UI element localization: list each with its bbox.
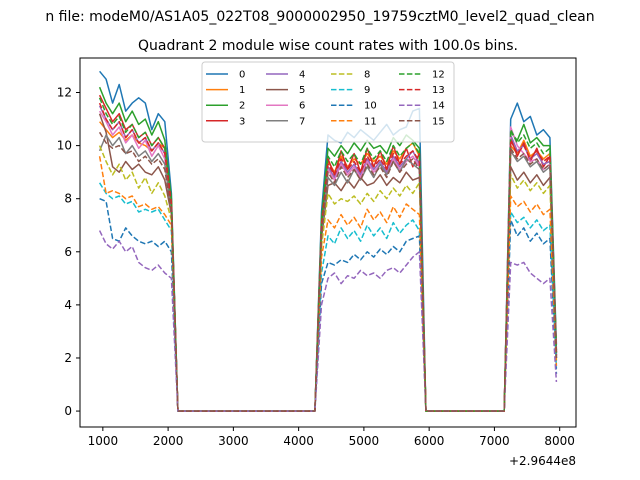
y-tick-label: 2: [64, 351, 72, 365]
y-tick-label: 8: [64, 192, 72, 206]
x-tick-label: 2000: [153, 434, 184, 448]
chart-title: Quadrant 2 module wise count rates with …: [138, 38, 518, 54]
legend-label-3: 3: [239, 116, 245, 127]
legend-label-12: 12: [432, 70, 445, 81]
x-tick-label: 4000: [283, 434, 314, 448]
legend-label-11: 11: [364, 116, 377, 127]
legend-frame: [201, 61, 455, 143]
plot-frame: [79, 57, 577, 428]
y-tick-label: 0: [64, 404, 72, 418]
legend-label-0: 0: [239, 70, 245, 81]
x-tick-label: 5000: [349, 434, 380, 448]
y-tick-label: 10: [57, 139, 72, 153]
legend-label-14: 14: [432, 101, 445, 112]
legend-label-5: 5: [299, 85, 305, 96]
x-tick-label: 6000: [414, 434, 445, 448]
legend-label-1: 1: [239, 85, 245, 96]
y-tick-label: 6: [64, 245, 72, 259]
legend-label-9: 9: [364, 85, 370, 96]
legend-label-13: 13: [432, 85, 445, 96]
x-axis-offset-label: +2.9644e8: [509, 454, 576, 468]
y-tick-label: 4: [64, 298, 72, 312]
x-tick-label: 3000: [218, 434, 249, 448]
legend-label-8: 8: [364, 70, 370, 81]
legend-label-7: 7: [299, 116, 305, 127]
legend-label-6: 6: [299, 101, 305, 112]
legend-label-2: 2: [239, 101, 245, 112]
series-line-15: [98, 131, 558, 412]
x-tick-label: 8000: [544, 434, 575, 448]
y-tick-label: 12: [57, 86, 72, 100]
x-tick-label: 1000: [88, 434, 119, 448]
x-axis: 1000 2000 3000 4000 5000 6000 7000 8000: [88, 427, 575, 448]
figure-suptitle: n file: modeM0/AS1A05_022T08_9000002950_…: [45, 9, 594, 25]
legend-label-4: 4: [299, 70, 305, 81]
legend-label-15: 15: [432, 116, 445, 127]
legend-label-10: 10: [364, 101, 377, 112]
x-tick-label: 7000: [479, 434, 510, 448]
y-axis: 0 2 4 6 8 10 12: [57, 86, 80, 418]
series-layer: [98, 70, 558, 412]
